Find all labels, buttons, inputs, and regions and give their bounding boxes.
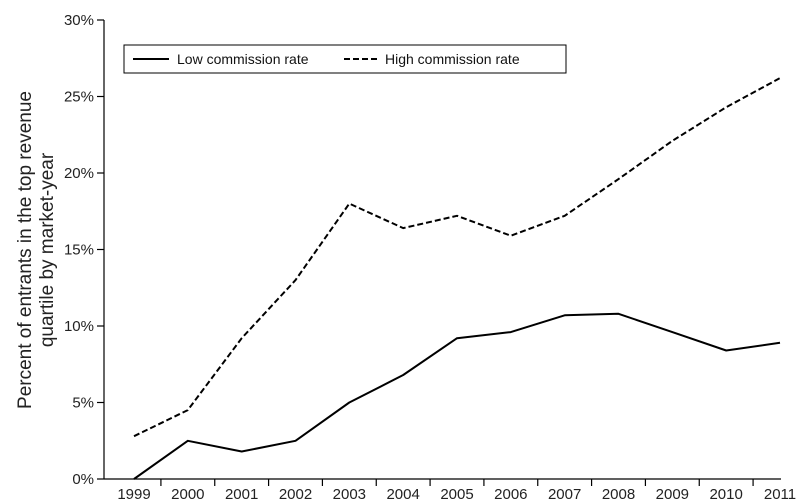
x-tick-label: 2002: [279, 486, 312, 503]
x-tick-label: 2009: [656, 486, 689, 503]
x-tick-label: 2011: [764, 486, 796, 503]
y-tick-label: 30%: [64, 12, 94, 29]
y-tick-label: 10%: [64, 318, 94, 335]
x-tick-label: 2005: [440, 486, 473, 503]
x-tick-label: 2003: [333, 486, 366, 503]
y-tick-label: 5%: [72, 395, 94, 412]
y-tick-label: 15%: [64, 242, 94, 259]
series-lines: [133, 77, 781, 480]
x-tick-label: 2000: [171, 486, 204, 503]
legend-label-high: High commission rate: [385, 51, 520, 67]
x-tick-label: 2010: [709, 486, 742, 503]
y-axis-title-line-2: quartile by market-year: [37, 152, 58, 347]
x-tick-label: 2004: [386, 486, 419, 503]
y-tick-label: 0%: [72, 471, 94, 488]
y-axis-ticks: 0% 5% 10% 15% 20% 25% 30%: [64, 12, 104, 488]
legend: Low commission rate High commission rate: [123, 44, 567, 74]
series-line-low-commission: [133, 312, 781, 480]
x-tick-label: 2008: [602, 486, 635, 503]
x-tick-label: 2001: [225, 486, 258, 503]
legend-label-low: Low commission rate: [177, 51, 309, 67]
x-tick-label: 2007: [548, 486, 581, 503]
series-line-high-commission: [133, 77, 781, 438]
y-tick-label: 25%: [64, 89, 94, 106]
x-tick-label: 2006: [494, 486, 527, 503]
y-axis-title-line-1: Percent of entrants in the top revenue: [15, 91, 36, 409]
x-axis-ticks: 1999 2000 2001 2002 2003 2004 2005 2006 2007 2008…: [117, 479, 796, 503]
x-tick-label: 1999: [117, 486, 150, 503]
y-axis-title: Percent of entrants in the top revenue q…: [15, 91, 58, 409]
y-tick-label: 20%: [64, 165, 94, 182]
